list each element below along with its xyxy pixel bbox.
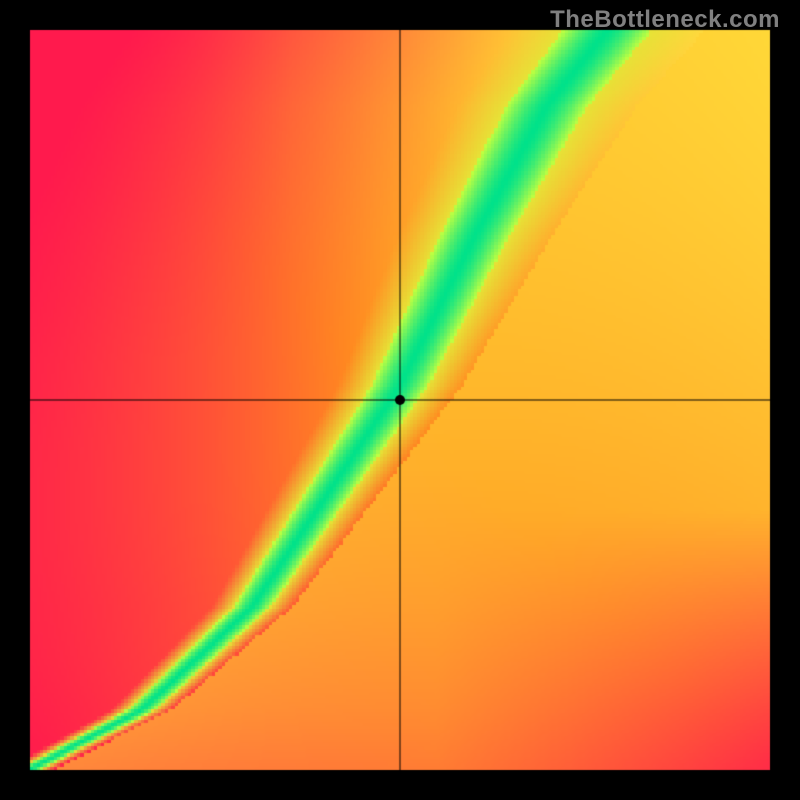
watermark-text: TheBottleneck.com <box>550 6 780 34</box>
bottleneck-heatmap <box>0 0 800 800</box>
